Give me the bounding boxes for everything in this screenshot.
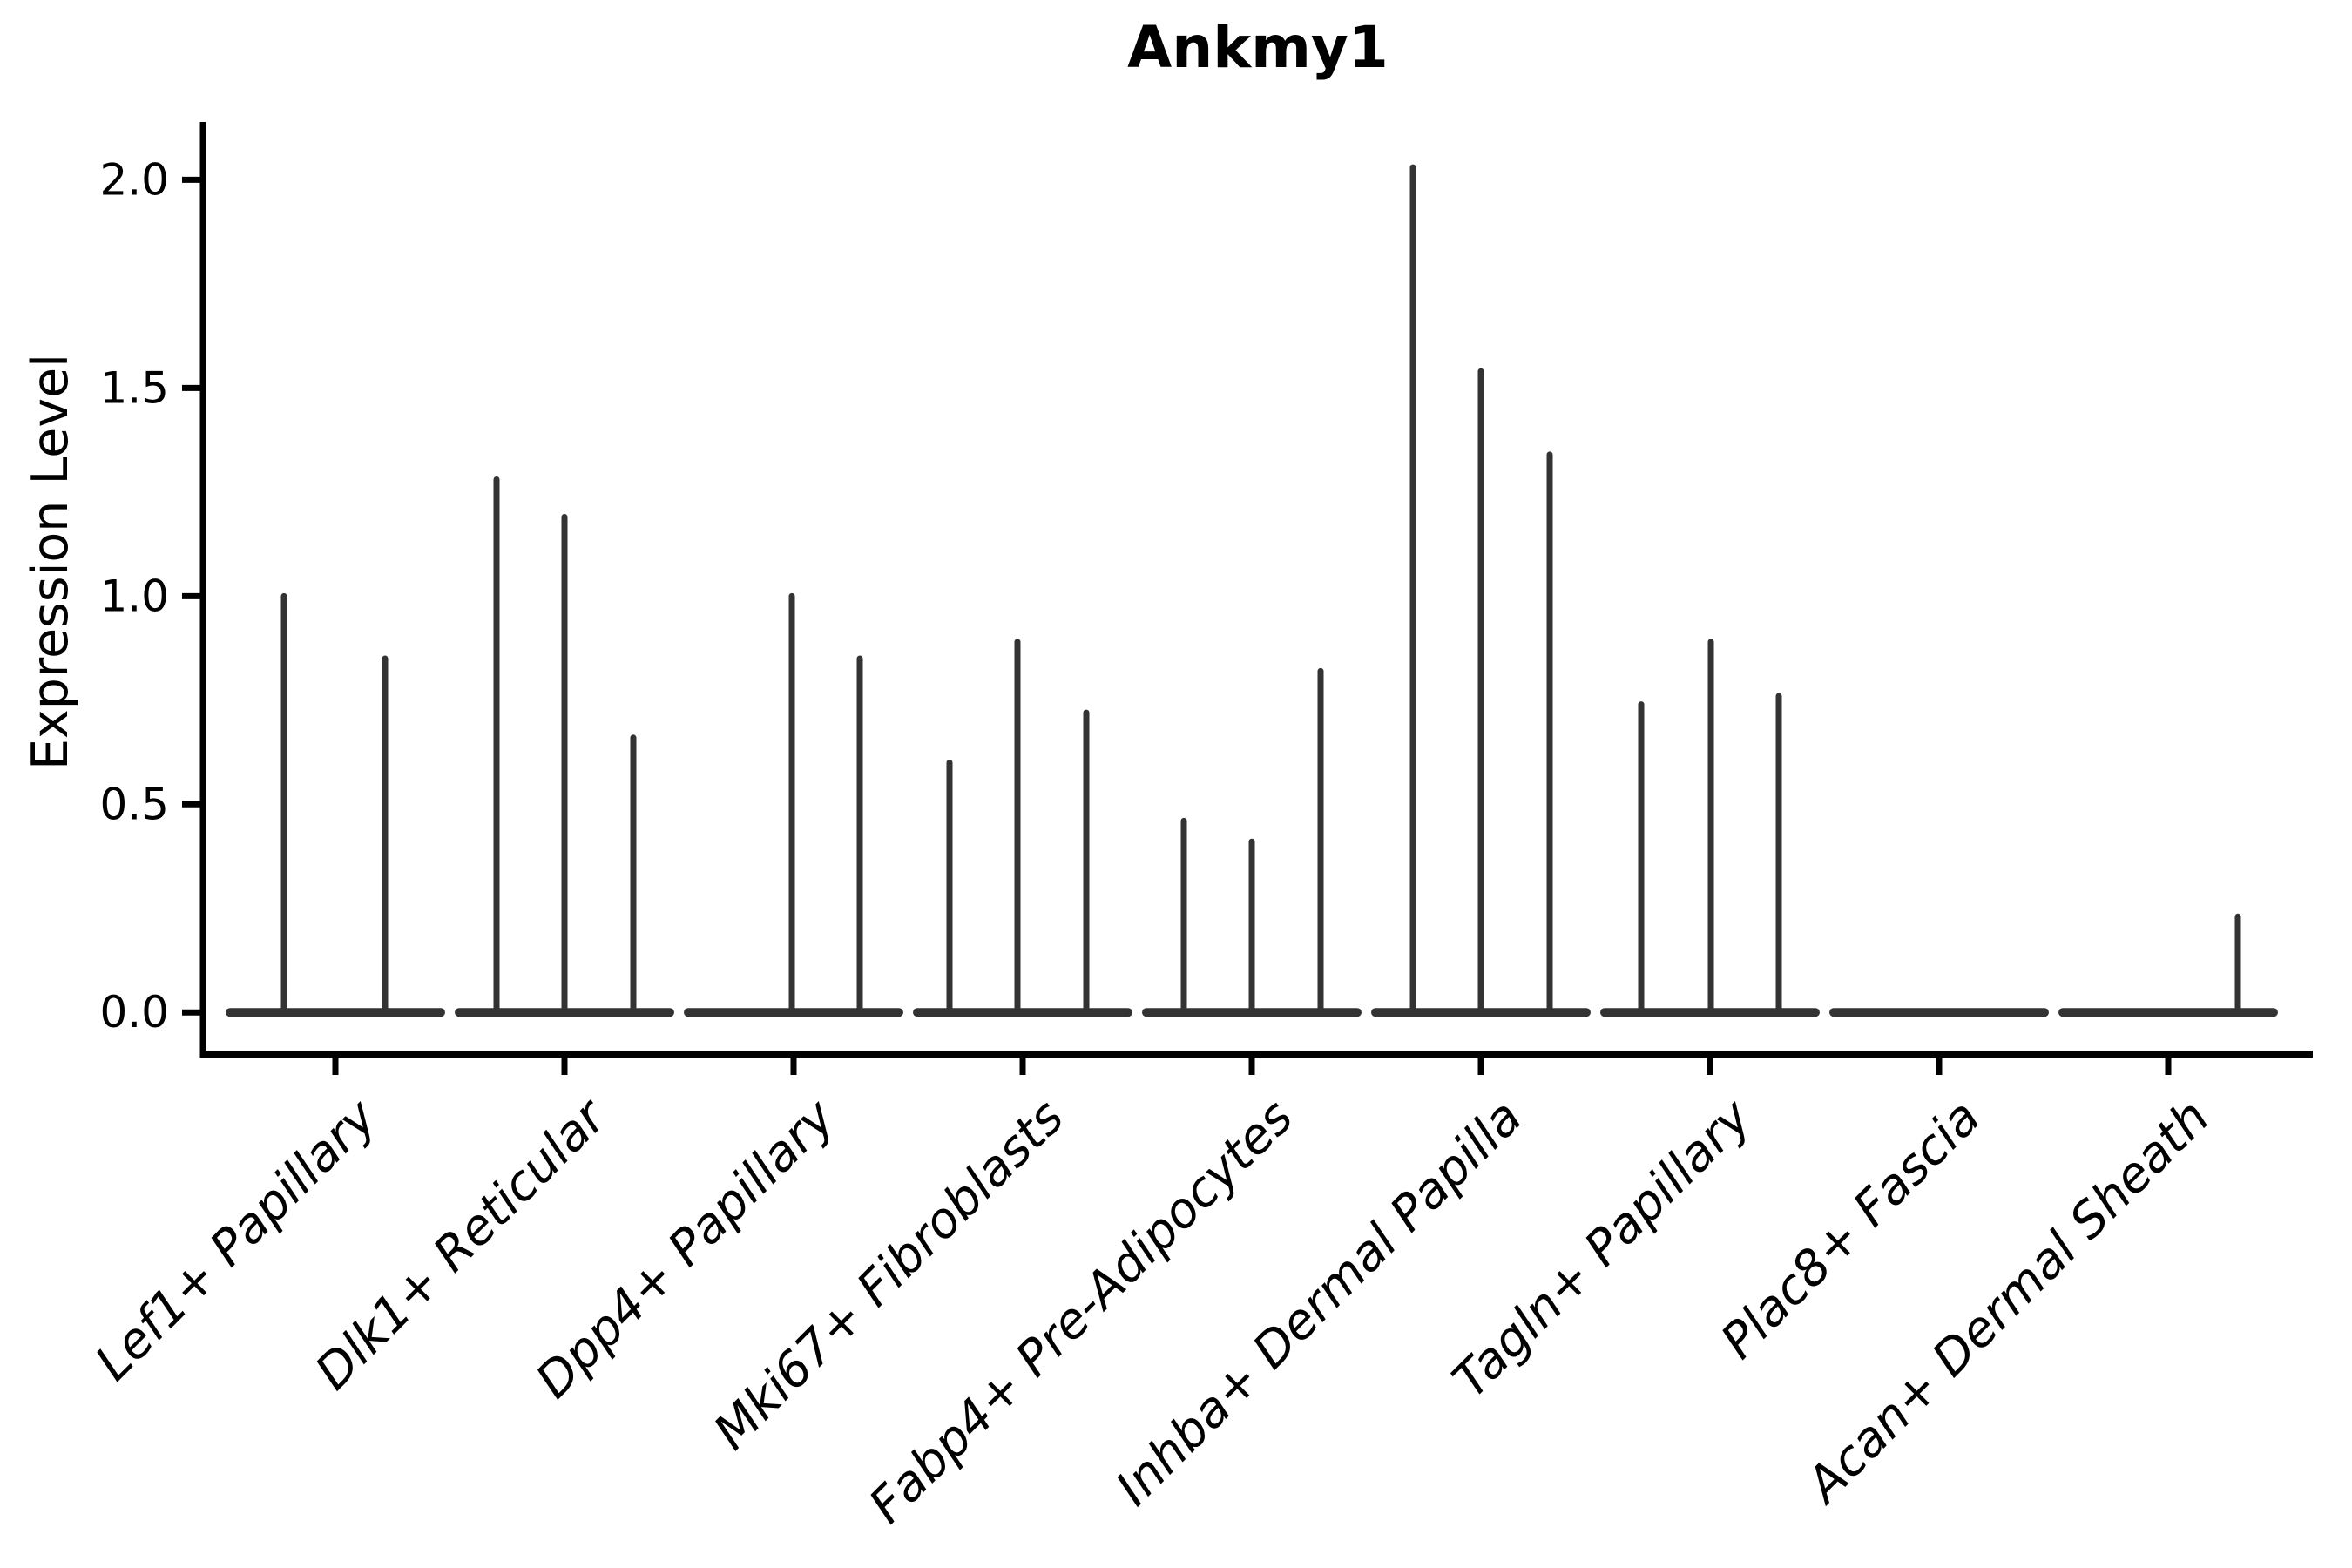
y-tick-label: 2.0 bbox=[99, 154, 169, 205]
y-tick-label: 1.5 bbox=[99, 362, 169, 413]
y-tick-label: 0.5 bbox=[99, 779, 169, 829]
y-tick-label: 1.0 bbox=[99, 571, 169, 621]
y-tick-label: 0.0 bbox=[99, 987, 169, 1037]
chart-title: Ankmy1 bbox=[1127, 14, 1389, 81]
